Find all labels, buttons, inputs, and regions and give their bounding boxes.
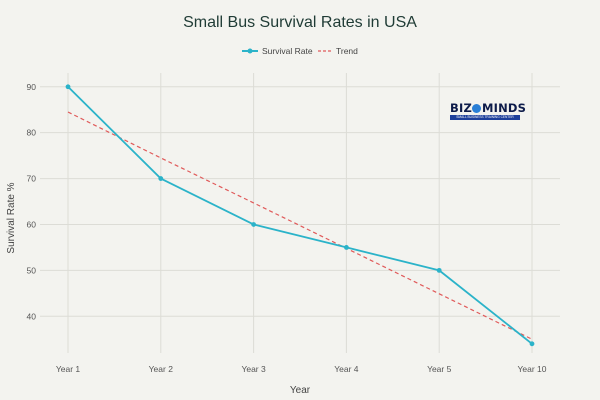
data-point[interactable]	[436, 267, 442, 273]
legend-item-survival-rate[interactable]: Survival Rate	[242, 46, 313, 56]
legend: Survival Rate Trend	[242, 46, 358, 56]
biz-minds-logo: BIZ MINDS SMALL BUSINESS TRAINING CENTER	[450, 101, 526, 122]
data-point[interactable]	[158, 176, 164, 181]
globe-icon	[472, 104, 482, 113]
data-point[interactable]	[65, 84, 71, 90]
series-line-survival-rate	[67, 86, 533, 345]
y-tick-label: 90	[27, 82, 37, 92]
y-tick-label: 50	[27, 265, 37, 275]
x-tick-label: Year 4	[334, 364, 359, 374]
x-tick-label: Year 10	[518, 364, 547, 374]
x-tick-label: Year 3	[241, 364, 266, 374]
x-tick-label: Year 5	[427, 364, 452, 374]
x-tick-label: Year 1	[56, 364, 81, 374]
logo-tagline: SMALL BUSINESS TRAINING CENTER	[450, 115, 520, 120]
x-axis-title: Year	[290, 385, 311, 396]
x-tick-labels: Year 1 Year 2 Year 3 Year 4 Year 5 Year 10	[56, 364, 547, 374]
gridlines	[40, 73, 560, 353]
legend-label-survival-rate: Survival Rate	[262, 46, 313, 56]
data-point[interactable]	[344, 245, 349, 250]
y-axis-title: Survival Rate %	[6, 182, 17, 253]
y-tick-label: 40	[27, 311, 37, 321]
logo-text-left: BIZ	[450, 101, 472, 115]
y-tick-label: 60	[27, 219, 37, 229]
data-point[interactable]	[251, 222, 256, 227]
chart-title: Small Bus Survival Rates in USA	[183, 14, 417, 31]
logo-text-right: MINDS	[481, 101, 527, 115]
series	[65, 84, 535, 347]
legend-label-trend: Trend	[336, 46, 358, 56]
logo-wordmark: BIZ MINDS	[450, 101, 526, 115]
y-tick-label: 80	[27, 128, 37, 138]
legend-marker-survival-rate	[247, 48, 253, 54]
y-tick-labels: 40 50 60 70 80 90	[27, 82, 37, 322]
series-line-trend	[67, 111, 533, 340]
y-tick-label: 70	[27, 174, 37, 184]
data-point[interactable]	[529, 341, 535, 347]
x-tick-label: Year 2	[149, 364, 174, 374]
legend-item-trend[interactable]: Trend	[318, 46, 358, 56]
